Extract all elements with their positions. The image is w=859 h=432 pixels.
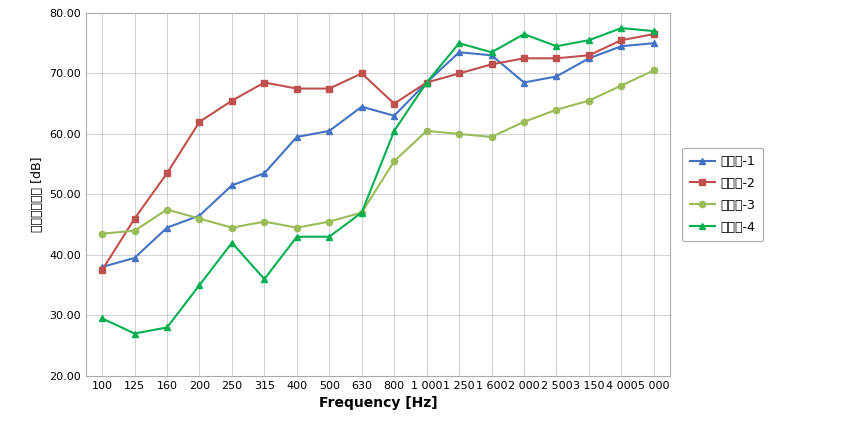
Line: 시험체-3: 시험체-3	[99, 67, 657, 237]
시험체-1	[130, 255, 140, 260]
시험체-2	[519, 56, 529, 61]
시험체-3	[551, 107, 562, 112]
시험체-1	[454, 50, 464, 55]
시험체-2	[649, 32, 659, 37]
시험체-2	[292, 86, 302, 91]
시험체-1	[389, 113, 399, 118]
시험체-4	[97, 316, 107, 321]
시험체-1	[97, 264, 107, 270]
시험체-2	[324, 86, 334, 91]
시험체-3	[616, 83, 626, 88]
시험체-4	[161, 325, 172, 330]
시험체-3	[454, 131, 464, 137]
시험체-4	[616, 25, 626, 31]
시험체-4	[584, 38, 594, 43]
시험체-4	[519, 32, 529, 37]
시험체-2	[161, 171, 172, 176]
Line: 시험체-4: 시험체-4	[99, 25, 657, 337]
시험체-3	[356, 210, 367, 215]
시험체-1	[194, 213, 204, 218]
시험체-4	[422, 80, 432, 85]
시험체-1	[292, 134, 302, 140]
시험체-3	[519, 119, 529, 124]
시험체-4	[194, 283, 204, 288]
시험체-3	[227, 225, 237, 230]
시험체-1	[324, 128, 334, 133]
시험체-3	[194, 216, 204, 221]
시험체-3	[584, 98, 594, 103]
시험체-3	[389, 159, 399, 164]
시험체-4	[454, 41, 464, 46]
Legend: 시험체-1, 시험체-2, 시험체-3, 시험체-4: 시험체-1, 시험체-2, 시험체-3, 시험체-4	[682, 148, 764, 241]
시험체-2	[259, 80, 270, 85]
시험체-4	[649, 29, 659, 34]
시험체-2	[194, 119, 204, 124]
시험체-2	[584, 53, 594, 58]
시험체-4	[486, 50, 497, 55]
시험체-1	[422, 80, 432, 85]
시험체-3	[324, 219, 334, 224]
시험체-2	[486, 62, 497, 67]
시험체-2	[227, 98, 237, 103]
Line: 시험체-2: 시험체-2	[99, 31, 657, 273]
시험체-3	[259, 219, 270, 224]
시험체-2	[616, 38, 626, 43]
시험체-3	[486, 134, 497, 140]
시험체-3	[649, 68, 659, 73]
시험체-1	[551, 74, 562, 79]
시험체-2	[130, 216, 140, 221]
시험체-2	[97, 267, 107, 273]
시험체-2	[551, 56, 562, 61]
시험체-4	[551, 44, 562, 49]
시험체-1	[161, 225, 172, 230]
시험체-4	[292, 234, 302, 239]
시험체-1	[616, 44, 626, 49]
시험체-4	[227, 240, 237, 245]
시험체-3	[292, 225, 302, 230]
시험체-4	[130, 331, 140, 336]
시험체-3	[130, 228, 140, 233]
시험체-4	[259, 276, 270, 282]
시험체-2	[389, 101, 399, 106]
시험체-1	[584, 56, 594, 61]
시험체-4	[324, 234, 334, 239]
시험체-1	[356, 104, 367, 109]
Y-axis label: 음향감쇄계수 [dB]: 음향감쇄계수 [dB]	[31, 157, 44, 232]
시험체-3	[97, 231, 107, 236]
시험체-1	[259, 171, 270, 176]
Line: 시험체-1: 시험체-1	[99, 40, 657, 270]
시험체-4	[389, 128, 399, 133]
X-axis label: Frequency [Hz]: Frequency [Hz]	[319, 396, 437, 410]
시험체-2	[454, 71, 464, 76]
시험체-2	[356, 71, 367, 76]
시험체-4	[356, 210, 367, 215]
시험체-2	[422, 80, 432, 85]
시험체-3	[161, 207, 172, 212]
시험체-1	[227, 183, 237, 188]
시험체-1	[649, 41, 659, 46]
시험체-1	[486, 53, 497, 58]
시험체-1	[519, 80, 529, 85]
시험체-3	[422, 128, 432, 133]
